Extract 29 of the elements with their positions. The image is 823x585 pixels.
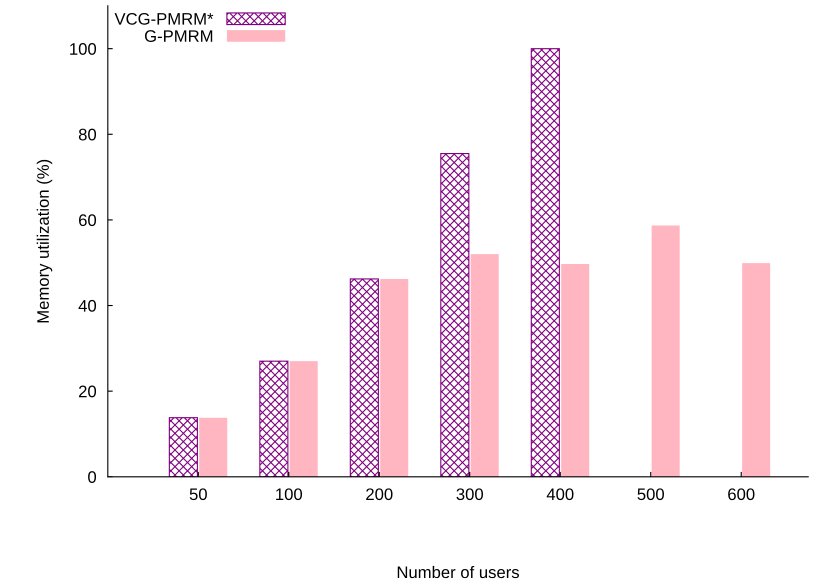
y-tick-label: 60 xyxy=(79,214,96,226)
bar xyxy=(350,278,379,477)
x-tick-label: 300 xyxy=(456,488,484,500)
legend-label: VCG-PMRM* xyxy=(114,12,214,25)
x-axis-title: Number of users xyxy=(398,566,519,578)
y-tick-label: 0 xyxy=(88,471,96,483)
bar xyxy=(380,278,408,477)
x-tick-label: 500 xyxy=(638,488,664,500)
bar xyxy=(470,254,499,477)
x-tick-label: 600 xyxy=(728,488,754,500)
bar xyxy=(652,225,680,477)
bar xyxy=(259,360,288,477)
bar xyxy=(530,48,560,477)
y-axis-title: Memory utilization (%) xyxy=(36,160,52,322)
x-tick-label: 100 xyxy=(276,488,302,500)
y-tick-label: 40 xyxy=(78,300,96,312)
bar xyxy=(199,418,228,477)
bar xyxy=(168,417,198,477)
bar xyxy=(561,264,590,477)
x-tick-label: 50 xyxy=(190,488,207,500)
y-tick-label: 80 xyxy=(78,128,96,140)
x-tick-label: 400 xyxy=(546,488,574,500)
y-tick-label: 100 xyxy=(70,43,96,55)
bar xyxy=(440,152,470,477)
y-tick-label: 20 xyxy=(79,386,96,398)
x-tick-label: 200 xyxy=(366,488,393,500)
bar xyxy=(290,361,318,477)
bar xyxy=(742,263,770,477)
legend-label: G-PMRM xyxy=(144,30,212,42)
